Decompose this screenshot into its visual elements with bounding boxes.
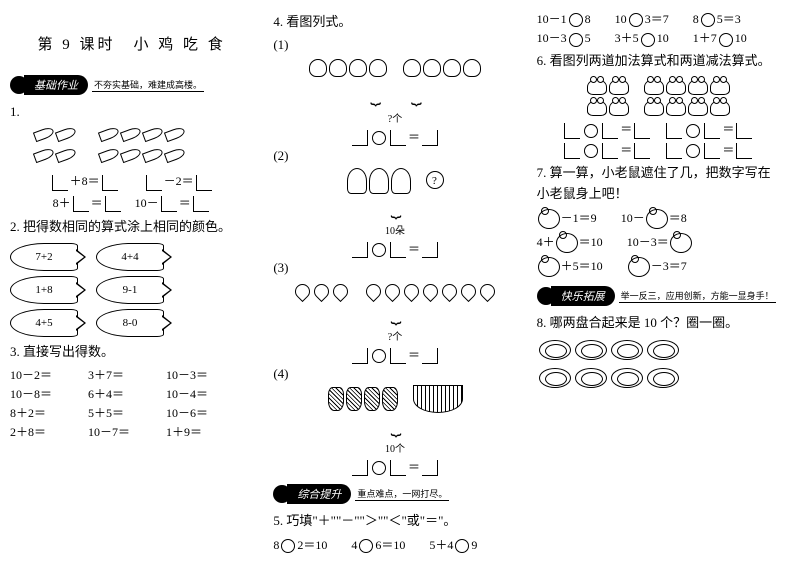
lesson-title: 第 9 课时 小 鸡 吃 食 xyxy=(10,33,253,54)
q6-eq2: ＝ ＝ xyxy=(537,141,780,159)
fish-grid: 7+24+4 1+89-1 4+58-0 xyxy=(10,243,253,337)
q8: 8. 哪两盘合起来是 10 个？圈一圈。 xyxy=(537,313,780,334)
q3: 3. 直接写出得数。 xyxy=(10,342,253,363)
q7: 7. 算一算，小老鼠遮住了几，把数字写在小老鼠身上吧！ xyxy=(537,163,780,205)
q5-line3: 10－35 3＋510 1＋710 xyxy=(537,29,780,46)
q5-line1: 82＝10 46＝10 5＋49 xyxy=(273,536,516,553)
q7-equations: －1＝9 10－＝8 4＋＝10 10－3＝ ＋5＝10 －3＝7 xyxy=(537,208,780,278)
q4: 4. 看图列式。 xyxy=(273,12,516,33)
q6: 6. 看图列两道加法算式和两道减法算式。 xyxy=(537,51,780,72)
q5: 5. 巧填"＋""－""＞""＜"或"＝"。 xyxy=(273,511,516,532)
q8-plates xyxy=(537,338,780,390)
badge-comprehensive: 综合提升重点难点，一网打尽。 xyxy=(273,484,449,504)
q4-4: (4) ⏟ 10个 ＝ xyxy=(273,366,516,476)
q4-3: (3) ⏟ ?个 ＝ xyxy=(273,260,516,364)
q5-line2: 10－18 103＝7 85＝3 xyxy=(537,10,780,27)
q4-2: (2) ? ⏟ 10朵 ＝ xyxy=(273,148,516,258)
q3-equations: 10－2＝3＋7＝10－3＝ 10－8＝6＋4＝10－4＝ 8＋2＝5＋5＝10… xyxy=(10,366,253,440)
q6-eq1: ＝ ＝ xyxy=(537,120,780,138)
badge-basic: 基础作业不夯实基础，难建成高楼。 xyxy=(10,75,204,95)
q1: 1. ＋8＝ －2＝ 8＋＝ 10－＝ xyxy=(10,102,253,213)
q6-frogs xyxy=(537,75,780,117)
q2: 2. 把得数相同的算式涂上相同的颜色。 xyxy=(10,217,253,238)
q4-1: (1) ⏟ ⏟ ?个 ＝ xyxy=(273,37,516,146)
badge-extension: 快乐拓展举一反三，应用创新，方能一显身手！ xyxy=(537,286,776,306)
